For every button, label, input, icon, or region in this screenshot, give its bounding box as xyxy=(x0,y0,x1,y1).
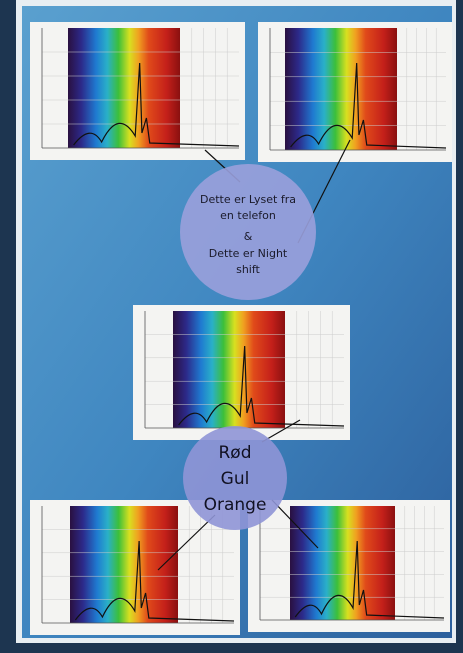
label-circle xyxy=(180,164,316,300)
circle-text: en telefon xyxy=(220,209,276,222)
connector xyxy=(271,499,319,549)
circle-text: Dette er Night xyxy=(209,247,288,260)
spectrum-chart-photo xyxy=(258,22,452,162)
spectrum-curve xyxy=(294,540,445,619)
spectrum-band xyxy=(290,506,395,620)
connector xyxy=(157,514,216,571)
label-circle xyxy=(183,426,287,530)
spectrum-curve xyxy=(74,540,235,622)
spectrum-band xyxy=(70,506,178,623)
circle-text: shift xyxy=(236,263,260,276)
circle-text: Dette er Lyset fra xyxy=(200,193,296,206)
spectrum-chart-photo xyxy=(133,305,350,440)
spectrum-chart-photo xyxy=(248,500,450,632)
circle-text: Gul xyxy=(221,469,250,489)
circle-text: Orange xyxy=(204,495,267,515)
spectrum-chart-photo xyxy=(30,500,240,635)
spectrum-band xyxy=(285,28,397,150)
circle-text: & xyxy=(244,230,253,243)
circle-text: Rød xyxy=(218,443,251,463)
spectrum-chart-photo xyxy=(30,22,245,160)
spectrum-band xyxy=(173,311,285,428)
spectrum-curve xyxy=(73,62,240,147)
spectrum-curve xyxy=(290,62,447,149)
spectrum-band xyxy=(68,28,180,148)
spectrum-curve xyxy=(178,345,345,427)
